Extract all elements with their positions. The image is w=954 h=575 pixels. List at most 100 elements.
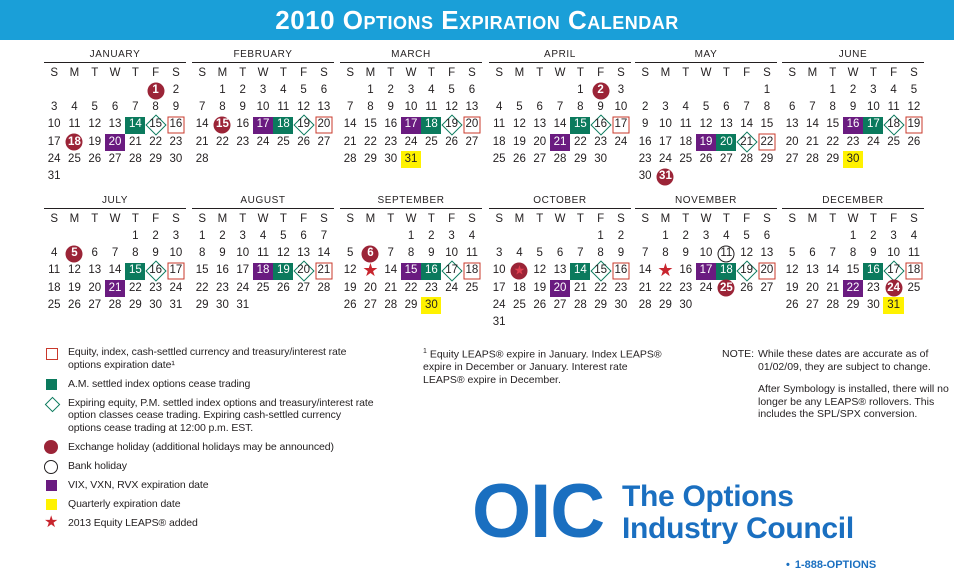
- calendar-day: 3: [441, 228, 461, 245]
- day-number: 4: [468, 230, 476, 243]
- holiday-day: 1: [145, 82, 165, 99]
- day-number: 22: [760, 135, 774, 148]
- calendar-day: 29: [192, 297, 212, 314]
- calendar-day: 6: [314, 82, 334, 99]
- day-number: 9: [849, 101, 857, 114]
- calendar-day: 10: [883, 245, 903, 262]
- oic-logo: OIC The Options Industry Council: [472, 469, 912, 554]
- day-number: 24: [699, 281, 713, 294]
- bank-holiday-circle-icon: [44, 459, 58, 474]
- day-number: 28: [638, 298, 652, 311]
- weekday-label: W: [700, 67, 712, 79]
- day-number: 3: [662, 101, 669, 114]
- calendar-day: 24: [611, 134, 631, 151]
- calendar-day: 2: [166, 82, 186, 99]
- weekday-label: S: [910, 67, 918, 79]
- day-number: 18: [492, 135, 506, 148]
- day-number: 26: [445, 135, 459, 148]
- day-number: 31: [404, 152, 418, 165]
- weekday-label: S: [346, 213, 354, 225]
- day-number: 12: [699, 118, 713, 131]
- empty-day: [716, 82, 736, 99]
- calendar-day: 14: [635, 263, 655, 280]
- day-number: 4: [910, 230, 918, 243]
- oic-logo-mark: OIC: [472, 469, 605, 554]
- day-number: 11: [48, 264, 61, 277]
- day-number: 19: [297, 118, 311, 131]
- day-number: 19: [68, 281, 81, 294]
- am-settled-day: 15: [570, 116, 591, 134]
- day-number: 8: [132, 247, 139, 260]
- day-number: 15: [573, 118, 587, 131]
- calendar-day: 13: [85, 263, 105, 280]
- day-number: 21: [195, 135, 209, 148]
- day-number: 3: [407, 84, 415, 97]
- calendar-day: 6: [757, 228, 777, 245]
- day-number: 20: [760, 264, 774, 277]
- day-number: 4: [259, 230, 267, 243]
- day-number: 30: [594, 152, 608, 165]
- calendar-day: 23: [421, 280, 441, 297]
- calendar-day: 28: [192, 151, 212, 168]
- day-number: 17: [256, 118, 270, 131]
- day-number: 7: [556, 101, 564, 114]
- calendar-day: 27: [716, 151, 736, 168]
- calendar-day: 29: [125, 297, 145, 314]
- calendar-day: 12: [736, 245, 756, 262]
- calendar-day: 6: [550, 245, 570, 262]
- calendar-day: 28: [802, 151, 822, 168]
- day-number: 28: [384, 298, 398, 311]
- weekday-label: F: [597, 67, 605, 79]
- day-number: 29: [826, 152, 840, 165]
- month-december: DECEMBER S M T W T F S 1 2 3 4 5 6 7 8 9 10 11 12 13 14 15 16 17…: [782, 194, 924, 315]
- empty-day: [489, 82, 509, 99]
- day-number: 20: [364, 281, 377, 294]
- calendar-day: 8: [145, 99, 165, 116]
- empty-day: [550, 82, 570, 99]
- weekday-label: T: [427, 213, 435, 225]
- day-number: 3: [50, 101, 58, 114]
- day-number: 9: [239, 101, 246, 114]
- expiring-day: 19: [441, 117, 461, 134]
- calendar-day: 11: [421, 99, 441, 116]
- calendar-day: 23: [676, 280, 696, 297]
- empty-day: [676, 82, 696, 99]
- quarterly-day: 31: [883, 296, 904, 315]
- day-number: 20: [533, 135, 547, 148]
- calendar-day: 10: [233, 245, 253, 262]
- day-number: 15: [216, 118, 229, 131]
- calendar-day: 7: [736, 99, 756, 116]
- day-number: 15: [149, 118, 163, 131]
- day-number: 1: [132, 230, 139, 243]
- day-number: 22: [573, 135, 587, 148]
- day-number: 15: [128, 264, 142, 277]
- calendar-day: 8: [192, 245, 212, 262]
- day-number: 8: [198, 247, 206, 260]
- weekday-label: S: [346, 67, 354, 79]
- empty-day: [105, 228, 125, 245]
- day-number: 16: [236, 118, 250, 131]
- day-number: 24: [169, 281, 183, 294]
- day-number: 1: [662, 230, 669, 243]
- weekday-label: W: [700, 213, 712, 225]
- calendar-day: 29: [843, 297, 863, 314]
- holiday-day: 6: [360, 245, 380, 262]
- day-number: 21: [108, 281, 122, 294]
- calendar-day: 22: [655, 280, 675, 297]
- day-number: 26: [740, 281, 754, 294]
- expiring-day: 16: [590, 117, 610, 134]
- day-number: 28: [108, 298, 122, 311]
- day-number: 19: [276, 264, 290, 277]
- day-number: 4: [723, 230, 730, 243]
- day-number: 14: [826, 264, 840, 277]
- calendar-day: 8: [823, 99, 843, 116]
- weekday-label: T: [869, 67, 877, 79]
- quarterly-day: 31: [400, 150, 422, 169]
- month-march: MARCH S M T W T F S 1 2 3 4 5 6 7 8 9 10 11 12 13 14 15 16 17 18 1…: [340, 48, 482, 169]
- day-number: 6: [556, 247, 564, 260]
- day-number: 2: [387, 84, 394, 97]
- calendar-day: 5: [696, 99, 716, 116]
- calendar-day: 10: [166, 245, 186, 262]
- day-number: 29: [573, 152, 587, 165]
- weekday-label: W: [109, 213, 121, 225]
